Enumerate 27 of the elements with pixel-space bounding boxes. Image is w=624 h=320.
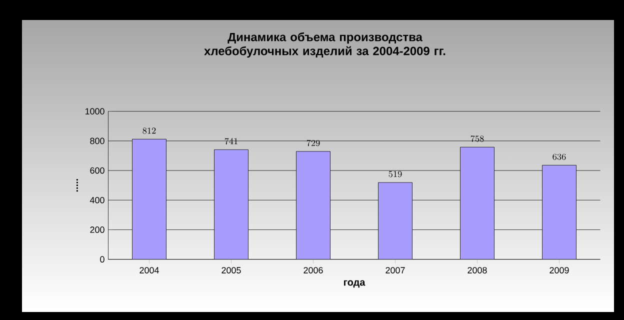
x-tick-label: 2004 <box>140 267 159 274</box>
bar <box>132 138 166 260</box>
data-label: 519 <box>388 171 402 178</box>
y-tick-label: 600 <box>90 167 104 174</box>
chart-title: Динамика объема производства хлебобулочных изделий за 2004-2009 гг. <box>204 32 446 58</box>
y-tick-label: 400 <box>90 196 104 204</box>
x-tick-label: 2009 <box>550 267 569 274</box>
y-tick-label: 800 <box>90 138 104 144</box>
y-tick-label: 0 <box>100 256 104 262</box>
data-label: 729 <box>306 140 320 146</box>
bar <box>378 182 412 260</box>
bar <box>460 146 494 260</box>
x-tick-label: 2006 <box>304 267 323 274</box>
data-label: 758 <box>470 136 484 142</box>
bar <box>542 164 576 260</box>
bar <box>296 151 330 260</box>
x-axis-title: года <box>344 280 366 288</box>
data-label: 741 <box>224 138 238 144</box>
bar <box>214 149 248 260</box>
x-tick-label: 2005 <box>222 267 241 274</box>
x-tick-label: 2008 <box>468 267 487 274</box>
data-label: 812 <box>142 128 156 134</box>
y-tick-label: 1000 <box>85 108 104 114</box>
data-label: 636 <box>552 154 566 160</box>
y-axis-title: ..... <box>76 179 78 192</box>
y-tick-label: 200 <box>90 226 104 233</box>
x-tick-label: 2007 <box>386 267 405 274</box>
